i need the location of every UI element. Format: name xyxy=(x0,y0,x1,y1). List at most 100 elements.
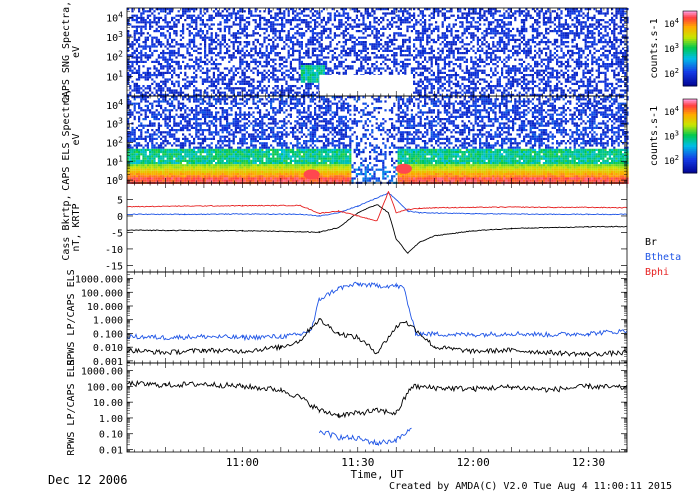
spectrogram-cell xyxy=(234,23,237,26)
spectrogram-cell xyxy=(239,56,242,59)
spectrogram-cell xyxy=(140,12,143,15)
spectrogram-cell xyxy=(281,47,284,50)
spectrogram-cell xyxy=(358,69,361,72)
spectrogram-cell xyxy=(300,41,303,44)
spectrogram-cell xyxy=(395,52,398,55)
spectrogram-cell xyxy=(459,76,462,79)
spectrogram-cell xyxy=(531,89,534,92)
spectrogram-cell xyxy=(232,54,235,57)
spectrogram-cell xyxy=(377,8,380,11)
spectrogram-cell xyxy=(353,25,356,28)
spectrogram-cell xyxy=(569,80,572,83)
spectrogram-cell xyxy=(430,58,433,61)
spectrogram-cell xyxy=(421,16,424,19)
spectrogram-cell xyxy=(212,85,215,88)
spectrogram-cell xyxy=(144,168,147,171)
spectrogram-cell xyxy=(395,25,398,28)
spectrogram-cell xyxy=(426,27,429,30)
spectrogram-cell xyxy=(190,38,193,41)
spectrogram-cell xyxy=(131,43,134,46)
spectrogram-cell xyxy=(336,58,339,61)
spectrogram-cell xyxy=(443,78,446,81)
spectrogram-cell xyxy=(144,87,147,90)
spectrogram-cell xyxy=(162,34,165,37)
spectrogram-cell xyxy=(265,45,268,48)
spectrogram-cell xyxy=(573,71,576,74)
spectrogram-cell xyxy=(138,16,141,19)
spectrogram-cell xyxy=(314,25,317,28)
spectrogram-cell xyxy=(127,118,130,121)
spectrogram-cell xyxy=(353,21,356,24)
spectrogram-cell xyxy=(157,30,160,33)
spectrogram-cell xyxy=(344,25,347,28)
spectrogram-cell xyxy=(457,56,460,59)
spectrogram-cell xyxy=(285,69,288,72)
spectrogram-cell xyxy=(503,49,506,52)
spectrogram-cell xyxy=(228,56,231,59)
spectrogram-cell xyxy=(232,41,235,44)
spectrogram-cell xyxy=(239,76,242,79)
spectrogram-cell xyxy=(531,91,534,94)
spectrogram-cell xyxy=(604,78,607,81)
spectrogram-cell xyxy=(452,25,455,28)
spectrogram-cell xyxy=(223,14,226,17)
spectrogram-cell xyxy=(149,120,152,123)
spectrogram-cell xyxy=(450,60,453,63)
spectrogram-cell xyxy=(254,8,257,11)
spectrogram-cell xyxy=(531,36,534,39)
spectrogram-cell xyxy=(168,27,171,30)
spectrogram-cell xyxy=(597,19,600,22)
spectrogram-cell xyxy=(221,14,224,17)
spectrogram-cell xyxy=(615,27,618,30)
spectrogram-cell xyxy=(441,41,444,44)
spectrogram-cell xyxy=(300,34,303,37)
spectrogram-cell xyxy=(619,19,622,22)
spectrogram-cell xyxy=(593,16,596,19)
spectrogram-cell xyxy=(514,89,517,92)
spectrogram-cell xyxy=(562,89,565,92)
spectrogram-cell xyxy=(226,85,229,88)
spectrogram-cell xyxy=(525,43,528,46)
spectrogram-cell xyxy=(292,34,295,37)
spectrogram-cell xyxy=(210,27,213,30)
spectrogram-cell xyxy=(483,60,486,63)
spectrogram-cell xyxy=(272,60,275,63)
spectrogram-cell xyxy=(481,47,484,50)
spectrogram-cell xyxy=(382,49,385,52)
spectrogram-cell xyxy=(347,54,350,57)
spectrogram-cell xyxy=(144,104,147,107)
spectrogram-cell xyxy=(342,8,345,11)
spectrogram-cell xyxy=(303,52,306,55)
spectrogram-cell xyxy=(457,30,460,33)
spectrogram-cell xyxy=(131,16,134,19)
spectrogram-cell xyxy=(558,34,561,37)
spectrogram-cell xyxy=(602,71,605,74)
spectrogram-cell xyxy=(274,63,277,66)
spectrogram-cell xyxy=(457,36,460,39)
spectrogram-cell xyxy=(309,16,312,19)
spectrogram-cell xyxy=(446,16,449,19)
spectrogram-cell xyxy=(146,14,149,17)
spectrogram-cell xyxy=(294,16,297,19)
spectrogram-cell xyxy=(135,157,138,160)
spectrogram-cell xyxy=(485,54,488,57)
spectrogram-cell xyxy=(604,34,607,37)
spectrogram-cell xyxy=(580,10,583,13)
spectrogram-cell xyxy=(197,93,200,96)
spectrogram-cell xyxy=(164,25,167,28)
spectrogram-cell xyxy=(468,32,471,35)
spectrogram-cell xyxy=(430,87,433,90)
spectrogram-cell xyxy=(428,71,431,74)
spectrogram-cell xyxy=(263,65,266,68)
spectrogram-cell xyxy=(597,65,600,68)
spectrogram-cell xyxy=(283,30,286,33)
spectrogram-cell xyxy=(146,85,149,88)
spectrogram-cell xyxy=(463,43,466,46)
spectrogram-cell xyxy=(593,56,596,59)
spectrogram-cell xyxy=(386,23,389,26)
spectrogram-cell xyxy=(140,166,143,169)
spectrogram-cell xyxy=(562,74,565,77)
spectrogram-cell xyxy=(501,25,504,28)
spectrogram-cell xyxy=(285,74,288,77)
spectrogram-cell xyxy=(386,58,389,61)
